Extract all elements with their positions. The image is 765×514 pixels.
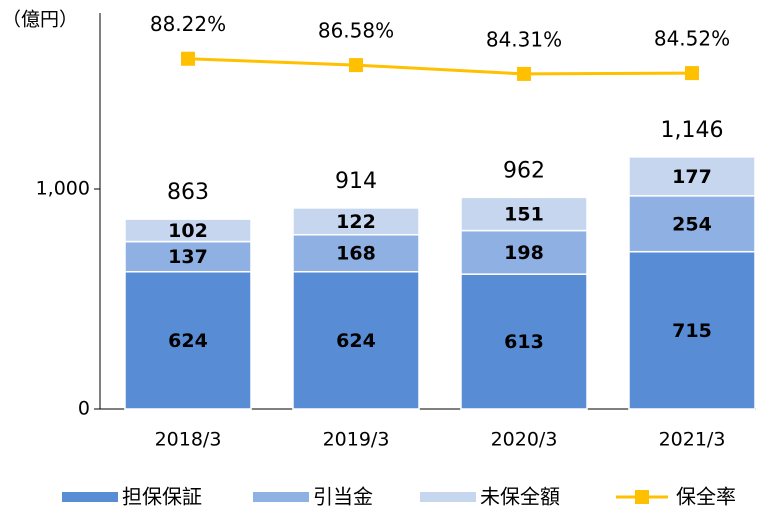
line-value-label: 86.58% (318, 19, 394, 43)
bar-value-label: 624 (168, 330, 208, 352)
bar-value-label: 715 (672, 320, 712, 342)
bar-value-label: 254 (672, 213, 712, 235)
legend-label: 保全率 (676, 485, 736, 509)
line-value-label: 84.52% (654, 27, 730, 51)
bar-value-label: 613 (504, 331, 544, 353)
bar-value-label: 624 (336, 330, 376, 352)
x-tick-label: 2020/3 (491, 429, 558, 451)
bar-segment (292, 207, 420, 236)
bar-value-label: 137 (168, 246, 208, 268)
total-label: 962 (503, 158, 545, 183)
x-tick-label: 2018/3 (155, 429, 222, 451)
bar-value-label: 102 (168, 220, 208, 242)
legend-swatch (253, 492, 309, 502)
legend-swatch-marker (635, 490, 649, 504)
bar-segment (292, 234, 420, 273)
line-value-label: 88.22% (150, 12, 226, 36)
x-tick-label: 2019/3 (323, 429, 390, 451)
bar-segment (124, 218, 252, 243)
bar-segment (124, 270, 252, 410)
bar-segment (460, 196, 588, 232)
bar-segment (460, 273, 588, 410)
total-label: 863 (167, 180, 209, 205)
line-marker (181, 51, 195, 66)
bar-value-label: 151 (504, 203, 544, 225)
y-tick-label: 1,000 (36, 178, 90, 200)
legend-label: 引当金 (313, 485, 373, 509)
bar-segment (628, 250, 756, 410)
bar-value-label: 198 (504, 242, 544, 264)
line-marker (685, 66, 699, 81)
bar-segment (460, 229, 588, 275)
line-value-label: 84.31% (486, 27, 562, 51)
line-marker (349, 58, 363, 73)
line (187, 57, 693, 76)
y-axis-label: （億円） (2, 9, 78, 31)
total-label: 914 (335, 169, 377, 194)
line-marker (517, 66, 531, 81)
bar-segment (628, 195, 756, 253)
legend-label: 担保保証 (122, 485, 202, 509)
legend-swatch (62, 492, 118, 502)
bar-segment (628, 156, 756, 197)
x-tick-label: 2021/3 (659, 429, 726, 451)
bar-value-label: 168 (336, 243, 376, 265)
bar-segment (124, 240, 252, 273)
bar-value-label: 122 (336, 211, 376, 233)
legend-swatch (420, 492, 476, 502)
y-tick-label: 0 (78, 398, 90, 420)
total-label: 1,146 (661, 118, 724, 143)
bar-value-label: 177 (672, 166, 712, 188)
legend-label: 未保全額 (480, 485, 560, 509)
bar-segment (292, 270, 420, 410)
